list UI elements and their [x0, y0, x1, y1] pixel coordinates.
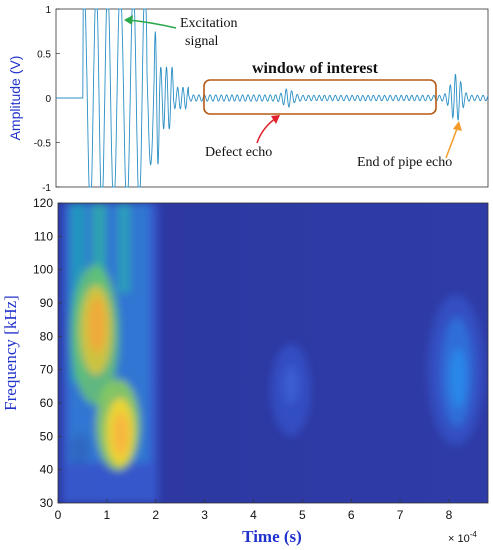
waveform-y-tick-label: -0.5	[34, 139, 52, 150]
heat-ridge-orange	[88, 297, 106, 353]
waveform-y-tick-label: 0.5	[37, 50, 51, 61]
spectrogram-x-tick-label: 2	[152, 508, 159, 522]
heat-column-3	[118, 203, 130, 293]
window-of-interest-label: window of interest	[252, 60, 379, 77]
x-axis-multiplier: × 10-4	[448, 530, 477, 545]
window-of-interest-box	[203, 79, 437, 115]
spectrogram-x-tick-label: 6	[348, 508, 355, 522]
spectrogram-x-tick-label: 5	[299, 508, 306, 522]
spectrogram-x-tick-label: 4	[250, 508, 257, 522]
waveform-panel: 1 0.5 0 -0.5 -1 Amplitude (V) Excitation sig…	[7, 5, 489, 194]
defect-echo-arrowhead	[271, 115, 280, 124]
waveform-y-ticks: 1 0.5 0 -0.5 -1	[34, 5, 60, 194]
spectrogram-y-tick-label: 110	[34, 229, 53, 243]
end-of-pipe-arrowhead	[453, 121, 462, 131]
spectrogram-y-tick-label: 100	[33, 263, 53, 277]
heat-peak-orange	[113, 412, 129, 456]
spectrogram-y-tick-label: 120	[33, 196, 53, 210]
defect-echo-label: Defect echo	[205, 145, 272, 160]
waveform-series-line	[56, 8, 489, 188]
spectrogram-y-axis-label: Frequency [kHz]	[1, 295, 20, 411]
spectrogram-x-tick-label: 3	[201, 508, 208, 522]
heat-spot-dark	[70, 434, 90, 466]
spectrogram-y-tick-label: 80	[40, 329, 54, 343]
spectrogram-plot-frame	[57, 202, 489, 504]
spectrogram-y-tick-label: 40	[40, 463, 54, 477]
spectrogram-panel: 120 110 100 90 80 70 60 50 40 30 0 1 2 3 4 5 6 7 8 Freque…	[1, 196, 489, 546]
waveform-y-axis-label: Amplitude (V)	[7, 56, 23, 141]
spectrogram-x-tick-label: 7	[397, 508, 404, 522]
spectrogram-x-tick-label: 1	[104, 508, 111, 522]
spectrogram-x-tick-label: 8	[446, 508, 453, 522]
spectrogram-y-tick-label: 30	[40, 496, 54, 510]
spectrogram-x-axis-label: Time (s)	[242, 527, 302, 546]
heat-end-of-pipe-core	[450, 348, 466, 408]
excitation-arrowhead	[124, 15, 133, 25]
spectrogram-y-tick-label: 60	[40, 396, 54, 410]
spectrogram-y-ticks: 120 110 100 90 80 70 60 50 40 30	[33, 196, 62, 510]
excitation-label: Excitation signal	[180, 16, 241, 49]
spectrogram-image	[58, 203, 488, 503]
waveform-y-tick-label: 1	[45, 5, 51, 16]
spectrogram-x-tick-label: 0	[55, 508, 62, 522]
heat-defect-echo-core	[283, 365, 299, 405]
waveform-y-tick-label: 0	[45, 94, 51, 105]
spectrogram-y-tick-label: 70	[40, 363, 54, 377]
end-of-pipe-label: End of pipe echo	[357, 155, 452, 170]
spectrogram-y-tick-label: 90	[40, 296, 54, 310]
spectrogram-y-tick-label: 50	[40, 429, 54, 443]
spectrogram-x-ticks: 0 1 2 3 4 5 6 7 8	[55, 499, 453, 522]
waveform-y-tick-label: -1	[42, 183, 51, 194]
